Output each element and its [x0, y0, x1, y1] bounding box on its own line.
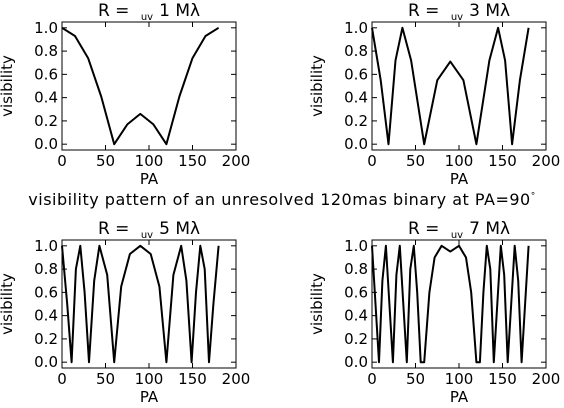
x-tick-label: 100	[445, 370, 474, 388]
figure-caption: visibility pattern of an unresolved 120m…	[0, 190, 564, 209]
y-axis-label: visibility	[0, 273, 16, 335]
x-tick-label: 200	[532, 152, 561, 170]
x-axis-label: PA	[140, 170, 159, 188]
plot-frame	[61, 21, 237, 151]
y-axis-label: visibility	[308, 273, 326, 335]
y-tick-label: 0.0	[344, 135, 368, 153]
chart-title: R = uv 5 Mλ	[98, 219, 200, 241]
series-line-1	[61, 26, 220, 146]
y-tick-label: 0.4	[344, 307, 368, 325]
title-prefix: R =	[98, 219, 135, 239]
y-tick-label: 0.8	[344, 260, 368, 278]
y-tick-label: 0.6	[344, 65, 368, 83]
y-tick-label: 0.0	[344, 353, 368, 371]
title-subscript: uv	[451, 12, 463, 23]
y-tick-label: 1.0	[34, 19, 58, 37]
title-subscript: uv	[451, 230, 463, 241]
chart-title: R = uv 7 Mλ	[408, 219, 510, 241]
x-tick-label: 50	[406, 152, 425, 170]
y-tick-label: 0.2	[34, 112, 58, 130]
x-tick-label: 50	[96, 370, 115, 388]
x-tick-label: 150	[178, 370, 207, 388]
y-tick-label: 0.4	[34, 89, 58, 107]
y-tick-label: 0.2	[344, 112, 368, 130]
caption-text: visibility pattern of an unresolved 120m…	[28, 190, 531, 209]
y-tick-label: 0.8	[34, 42, 58, 60]
chart-panel-1: 0 50 100 150 200 0.0 0.2 0.4 0.6 0.8 1.0 PA visibili…	[0, 1, 250, 188]
x-tick-label: 100	[445, 152, 474, 170]
y-tick-label: 0.8	[344, 42, 368, 60]
series-line-1	[371, 244, 530, 364]
y-tick-label: 0.6	[34, 283, 58, 301]
x-tick-label: 100	[135, 370, 164, 388]
y-tick-label: 0.8	[34, 260, 58, 278]
title-value: 5 Mλ	[159, 219, 200, 239]
y-tick-label: 0.6	[34, 65, 58, 83]
x-axis-label: PA	[450, 388, 469, 406]
title-subscript: uv	[141, 12, 153, 23]
y-tick-label: 0.2	[344, 330, 368, 348]
x-tick-label: 200	[532, 370, 561, 388]
y-tick-label: 1.0	[344, 19, 368, 37]
y-tick-label: 1.0	[344, 237, 368, 255]
y-tick-label: 0.0	[34, 353, 58, 371]
chart-title: R = uv 3 Mλ	[408, 1, 510, 23]
x-tick-label: 0	[57, 152, 67, 170]
title-value: 1 Mλ	[159, 1, 200, 21]
y-axis-label: visibility	[308, 55, 326, 117]
series-line-1	[371, 26, 530, 146]
x-tick-label: 50	[406, 370, 425, 388]
chart-panel-4: 0 50 100 150 200 0.0 0.2 0.4 0.6 0.8 1.0 PA visibili…	[308, 219, 560, 406]
title-value: 3 Mλ	[469, 1, 510, 21]
x-axis-label: PA	[140, 388, 159, 406]
x-tick-label: 0	[367, 152, 377, 170]
y-tick-label: 0.0	[34, 135, 58, 153]
chart-panel-3: 0 50 100 150 200 0.0 0.2 0.4 0.6 0.8 1.0 PA visibili…	[0, 219, 250, 406]
title-value: 7 Mλ	[469, 219, 510, 239]
x-tick-label: 100	[135, 152, 164, 170]
title-subscript: uv	[141, 230, 153, 241]
x-axis-label: PA	[450, 170, 469, 188]
y-tick-label: 0.4	[34, 307, 58, 325]
y-tick-label: 0.2	[34, 330, 58, 348]
chart-title: R = uv 1 Mλ	[98, 1, 200, 23]
y-axis-label: visibility	[0, 55, 16, 117]
y-tick-label: 0.4	[344, 89, 368, 107]
y-tick-label: 1.0	[34, 237, 58, 255]
x-tick-label: 50	[96, 152, 115, 170]
caption-degree: °	[530, 191, 536, 202]
chart-panel-2: 0 50 100 150 200 0.0 0.2 0.4 0.6 0.8 1.0 PA visibili…	[308, 1, 560, 188]
x-tick-label: 200	[222, 370, 251, 388]
x-tick-label: 150	[488, 152, 517, 170]
y-tick-label: 0.6	[344, 283, 368, 301]
title-prefix: R =	[98, 1, 135, 21]
series-line-1	[61, 244, 220, 364]
title-prefix: R =	[408, 1, 445, 21]
title-prefix: R =	[408, 219, 445, 239]
x-tick-label: 150	[488, 370, 517, 388]
x-tick-label: 0	[367, 370, 377, 388]
x-tick-label: 0	[57, 370, 67, 388]
x-tick-label: 200	[222, 152, 251, 170]
x-tick-label: 150	[178, 152, 207, 170]
